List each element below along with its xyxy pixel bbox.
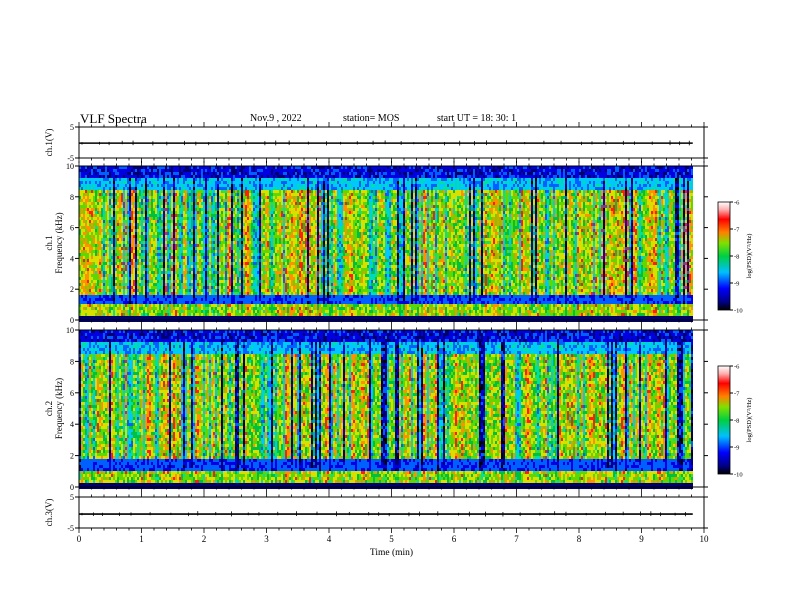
- colorbar-tick-label: -6: [734, 200, 740, 207]
- y-tick-label: 8: [70, 193, 74, 202]
- vlf-spectra-figure: 0246810ch.1 Frequency (kHz)-6-7-8-9-10log…: [0, 0, 792, 612]
- voltage-panel-ch1: [75, 127, 708, 158]
- x-axis-label: Time (min): [370, 547, 413, 558]
- colorbar-tick-label: -6: [734, 364, 740, 371]
- colorbar-tick-label: -10: [734, 308, 743, 315]
- y-tick-label: 5: [70, 123, 74, 132]
- y-tick-label: 0: [70, 316, 74, 325]
- y-tick-label: 10: [66, 162, 74, 171]
- x-tick-label: 6: [452, 534, 457, 544]
- colorbar-tick-label: -8: [734, 254, 739, 261]
- voltage-panel-ch3: [75, 497, 708, 528]
- y-tick-label: 4: [70, 420, 74, 429]
- y-axis-label: ch.1: [44, 235, 54, 250]
- x-tick-label: 8: [577, 534, 582, 544]
- x-tick-label: 7: [514, 534, 519, 544]
- y-tick-label: 2: [70, 285, 74, 294]
- x-tick-label: 10: [700, 534, 710, 544]
- y-tick-label: 6: [70, 224, 74, 233]
- colorbar-label: log(PSD)(V²/Hz): [746, 234, 753, 279]
- colorbar: [718, 366, 730, 474]
- colorbar-tick-label: -10: [734, 472, 743, 479]
- y-axis-label: ch.1(V): [44, 129, 54, 157]
- y-tick-label: -5: [67, 524, 74, 533]
- y-axis-label: ch.3(V): [44, 499, 54, 527]
- x-tick-label: 1: [139, 534, 144, 544]
- y-tick-label: -5: [67, 154, 74, 163]
- x-tick-label: 2: [202, 534, 207, 544]
- y-tick-label: 6: [70, 389, 74, 398]
- colorbar-tick-label: -8: [734, 418, 739, 425]
- colorbar-tick-label: -7: [734, 227, 740, 234]
- colorbar-label: log(PSD)(V²/Hz): [746, 398, 753, 443]
- colorbar-tick-label: -9: [734, 445, 739, 452]
- spectrogram-ch1: [75, 166, 733, 322]
- x-tick-label: 3: [264, 534, 269, 544]
- y-tick-label: 4: [70, 254, 74, 263]
- x-tick-label: 5: [389, 534, 394, 544]
- y-tick-label: 5: [70, 493, 74, 502]
- y-axis-label: Frequency (kHz): [54, 378, 64, 439]
- y-tick-label: 10: [66, 326, 74, 335]
- x-tick-label: 4: [327, 534, 332, 544]
- y-tick-label: 8: [70, 357, 74, 366]
- y-tick-label: 2: [70, 452, 74, 461]
- voltage-frame: [79, 497, 704, 528]
- colorbar-tick-label: -9: [734, 281, 739, 288]
- colorbar: [718, 202, 730, 310]
- y-tick-label: 0: [70, 483, 74, 492]
- x-tick-label: 9: [639, 534, 644, 544]
- y-axis-label: Frequency (kHz): [54, 212, 64, 273]
- y-axis-label: ch.2: [44, 401, 54, 416]
- spectrogram-ch2: [75, 330, 733, 489]
- colorbar-tick-label: -7: [734, 391, 740, 398]
- x-tick-label: 0: [77, 534, 82, 544]
